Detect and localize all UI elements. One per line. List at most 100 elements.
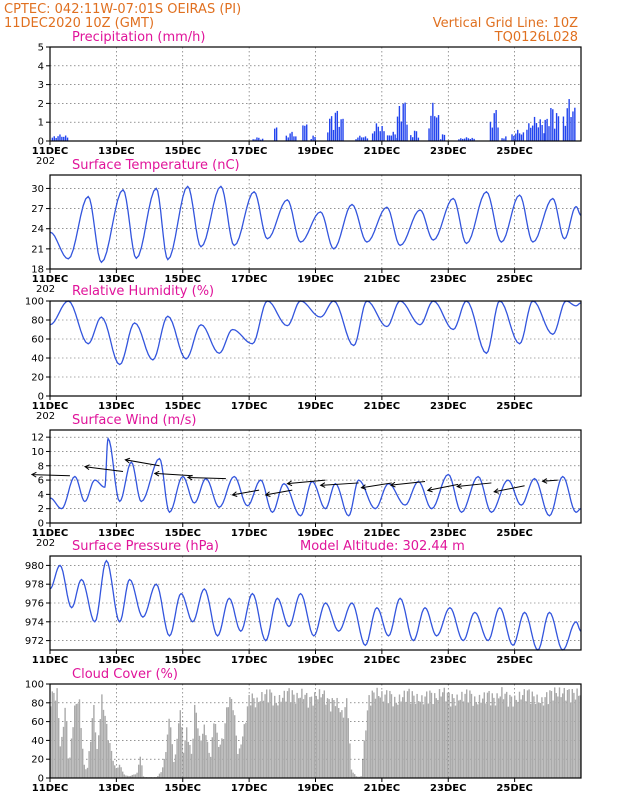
precip-bar	[411, 137, 414, 141]
cloud-ytick-label: 40	[31, 736, 44, 747]
pressure-xtick-label: 15DEC	[165, 655, 201, 666]
wind-xtick-label: 25DEC	[496, 528, 532, 539]
cloud-bar	[317, 699, 319, 778]
cloud-bar	[328, 699, 330, 778]
cloud-bar	[552, 700, 554, 778]
precip-xtick-label: 13DEC	[98, 146, 134, 157]
cloud-bar	[78, 699, 81, 778]
cloud-bar	[267, 702, 269, 778]
precip-bar	[390, 135, 393, 141]
header-station: CPTEC: 042:11W-07:01S OEIRAS (PI)	[4, 2, 241, 17]
cloud-bar	[478, 694, 481, 778]
precip-bar	[342, 118, 344, 141]
temp-ytick-label: 27	[31, 204, 44, 215]
precip-xtick-label: 21DEC	[364, 146, 400, 157]
cloud-bar	[53, 692, 55, 778]
cloud-bar	[378, 696, 380, 778]
cloud-bar	[181, 727, 183, 778]
rh-ytick-label: 0	[38, 392, 44, 403]
cloud-bar	[211, 737, 213, 778]
precip-ytick-label: 3	[38, 80, 44, 91]
cloud-bar	[578, 695, 580, 778]
cloud-bar	[107, 740, 109, 778]
temp-xtick-label: 15DEC	[165, 274, 201, 285]
cloud-bar	[475, 701, 477, 778]
precip-bar	[330, 116, 333, 141]
cloud-bar	[469, 690, 471, 778]
precip-bar	[381, 126, 383, 141]
cloud-bar	[208, 752, 210, 778]
precip-bar	[327, 132, 329, 141]
cloud-bar	[430, 692, 433, 778]
cloud-bar	[413, 695, 415, 778]
cloud-bar	[458, 700, 460, 778]
cloud-bar	[448, 692, 450, 778]
precip-bar	[375, 123, 378, 141]
precip-bar	[544, 119, 546, 141]
precip-bar	[522, 132, 525, 141]
cloud-bar	[224, 723, 226, 778]
cloud-bar	[355, 776, 357, 778]
precip-bar	[491, 127, 494, 141]
cloud-bar	[176, 738, 178, 778]
rh-ytick-label: 80	[31, 316, 44, 327]
precip-bar	[312, 135, 314, 141]
cloud-bar	[443, 687, 445, 778]
precip-bar	[497, 127, 499, 141]
cloud-bar	[389, 690, 391, 778]
precip-bar	[520, 134, 523, 141]
cloud-bar	[189, 744, 191, 778]
rh-xtick-label: 17DEC	[231, 401, 267, 412]
precip-bar	[443, 134, 446, 141]
precip-bar	[439, 139, 442, 141]
precip-bar	[256, 137, 258, 141]
precip-bar	[413, 130, 416, 141]
cloud-title: Cloud Cover (%)	[72, 667, 178, 682]
precip-bar	[398, 105, 401, 141]
cloud-bar	[438, 689, 441, 778]
cloud-bar	[219, 744, 221, 778]
cloud-bar	[230, 698, 233, 778]
precip-title: Precipitation (mm/h)	[72, 30, 205, 45]
cloud-bar	[306, 692, 308, 778]
cloud-bar	[493, 697, 495, 778]
cloud-xtick-label: 13DEC	[98, 783, 134, 794]
cloud-bar	[490, 705, 492, 778]
precip-bar	[531, 125, 534, 141]
wind-vector-arrow	[124, 457, 160, 467]
cloud-bar	[323, 690, 325, 778]
cloud-bar	[163, 758, 165, 778]
cloud-bar	[197, 728, 199, 778]
cloud-bar	[445, 701, 447, 778]
cloud-bar	[456, 694, 458, 778]
cloud-bar	[80, 728, 82, 778]
cloud-bar	[234, 715, 236, 778]
cloud-bar	[502, 699, 505, 778]
precip-bar	[355, 139, 357, 141]
precip-bar	[61, 136, 63, 141]
cloud-bar	[474, 696, 476, 778]
cloud-bar	[235, 735, 237, 778]
precip-bar	[287, 137, 289, 141]
cloud-bar	[360, 776, 362, 778]
wind-ytick-label: 12	[31, 433, 44, 444]
pressure-ytick-label: 974	[25, 617, 44, 628]
precip-bar	[528, 123, 530, 141]
rh-ytick-label: 40	[31, 354, 44, 365]
precip-bar	[537, 127, 540, 141]
cloud-bar	[525, 701, 527, 778]
cloud-bar	[216, 732, 218, 778]
cloud-bar	[278, 695, 281, 778]
cloud-bar	[269, 689, 271, 778]
cloud-bar	[462, 701, 465, 778]
cloud-bar	[110, 750, 113, 778]
cloud-bar	[203, 724, 205, 778]
cloud-bar	[554, 687, 556, 778]
cloud-bar	[226, 707, 228, 778]
cloud-bar	[491, 693, 493, 778]
pressure-title: Surface Pressure (hPa)	[72, 539, 219, 554]
cloud-bar	[166, 734, 169, 778]
wind-vector-arrow	[153, 470, 193, 477]
